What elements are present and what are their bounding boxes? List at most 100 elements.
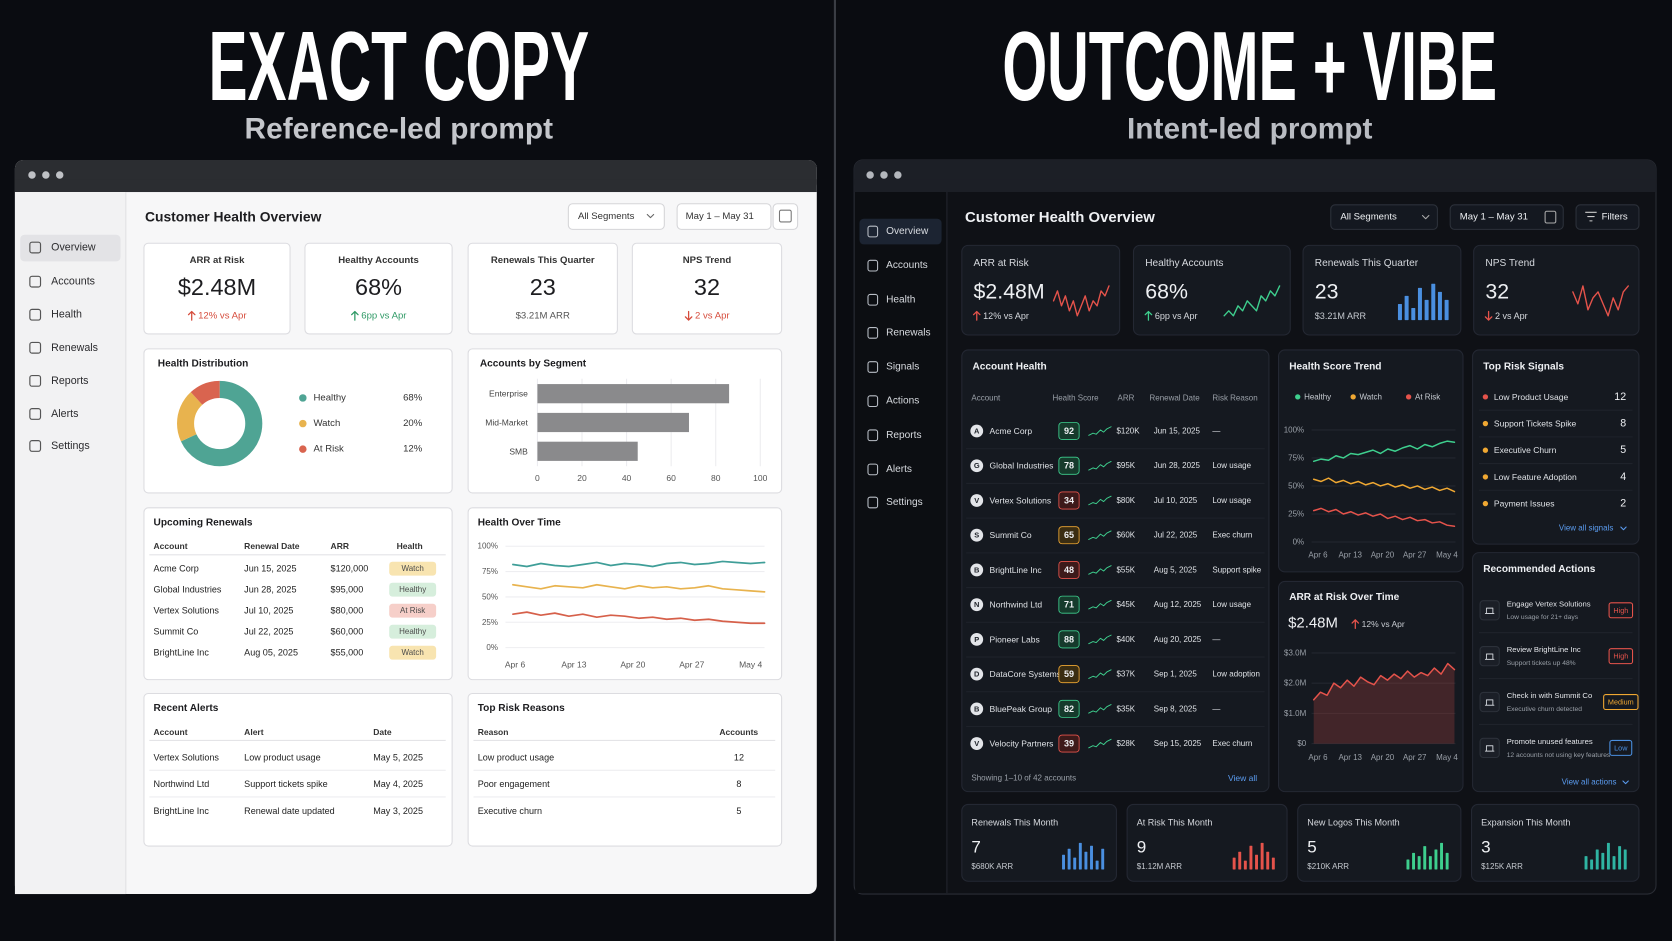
priority-badge-label: Low: [1614, 743, 1628, 752]
account-name: Summit Co: [990, 530, 1032, 540]
priority-badge-label: High: [1613, 606, 1628, 615]
action-icon: [1479, 646, 1500, 667]
legend-dot: [1405, 394, 1412, 400]
score-value: 82: [1064, 704, 1074, 714]
x-tick-label: 60: [666, 473, 676, 483]
table-footer: Showing 1–10 of 42 accounts: [971, 773, 1076, 782]
table-cell: $40K: [1116, 635, 1135, 644]
x-tick-label: Apr 6: [1308, 753, 1328, 762]
y-tick-label: 75%: [1288, 453, 1304, 462]
page-title: Customer Health Overview: [145, 209, 322, 225]
table-cell: $35K: [1116, 704, 1135, 713]
signal-count: 5: [1620, 444, 1626, 456]
y-tick-label: 0%: [1293, 537, 1305, 546]
nav-item: Settings: [886, 497, 923, 508]
spark-bar: [1618, 846, 1622, 870]
date-select: [1449, 204, 1564, 230]
kpi-label: Renewals This Quarter: [1315, 258, 1419, 269]
row-trend-icon: [1088, 704, 1112, 714]
table-cell: Jul 10, 2025: [244, 606, 293, 616]
score-value: 59: [1064, 669, 1074, 679]
panel-title: Health Over Time: [478, 517, 561, 528]
spark-bar: [1271, 857, 1275, 870]
spark-bar: [1406, 859, 1410, 870]
legend-dot: [299, 394, 307, 402]
action-title: Check in with Summit Co: [1507, 691, 1593, 700]
score-value: 65: [1064, 530, 1074, 540]
spark-bar: [1601, 852, 1605, 870]
calendar-icon: [1544, 210, 1557, 224]
kpi-card: [467, 242, 618, 335]
table-cell: Summit Co: [154, 627, 199, 637]
table-cell: Aug 20, 2025: [1154, 635, 1202, 644]
x-tick-label: Apr 20: [1371, 753, 1395, 762]
table-cell: Renewal date updated: [244, 806, 335, 816]
row-trend-icon: [1088, 634, 1112, 645]
score-badge: [1058, 630, 1080, 649]
score-value: 88: [1064, 634, 1074, 644]
nav-icon: [867, 225, 879, 238]
signal-name: Low Feature Adoption: [1494, 472, 1577, 482]
spark-bar: [1423, 846, 1427, 870]
badge-label: Healthy: [399, 627, 426, 636]
legend-value: 12%: [403, 444, 423, 455]
signal-dot: [1482, 500, 1489, 507]
x-tick-label: Apr 20: [620, 660, 645, 670]
panel-title: Accounts by Segment: [480, 358, 587, 369]
legend-label: At Risk: [314, 444, 345, 455]
spark-bar: [1434, 849, 1438, 870]
chevron: [1620, 526, 1627, 531]
avatar: [970, 632, 984, 646]
column-header: Risk Reason: [1212, 393, 1257, 402]
nav-item: Accounts: [886, 260, 928, 271]
priority-badge: [1608, 648, 1634, 665]
spark-bar: [1232, 857, 1236, 870]
table-cell: Poor engagement: [478, 779, 550, 789]
spark-bar: [1404, 295, 1409, 321]
kpi-value: 32: [1485, 279, 1509, 303]
kpi-value: 68%: [355, 274, 402, 300]
table-cell: $60,000: [331, 627, 364, 637]
account-name: BrightLine Inc: [990, 565, 1043, 575]
table-cell: May 3, 2025: [373, 806, 423, 816]
y-tick-label: 100%: [1284, 425, 1304, 434]
x-tick-label: May 4: [1436, 550, 1458, 559]
signal-count: 12: [1614, 391, 1626, 403]
bar: [537, 412, 689, 433]
legend-value: 20%: [403, 418, 423, 429]
avatar-initial: G: [974, 461, 980, 470]
series-line: [1312, 477, 1456, 493]
table-cell: BrightLine Inc: [154, 806, 210, 816]
account-name: Northwind Ltd: [990, 600, 1043, 610]
metric-card: [961, 803, 1117, 882]
badge-label: At Risk: [400, 606, 425, 615]
donut-segment: [177, 380, 263, 467]
score-badge: [1058, 595, 1080, 614]
nav-active: [20, 234, 121, 262]
spark-bar: [1255, 854, 1258, 870]
priority-badge: [1609, 739, 1633, 756]
spark-bar: [1101, 848, 1105, 870]
spark-bar: [1424, 299, 1429, 321]
column-header: Health Score: [1052, 393, 1099, 402]
column-header: Account: [154, 541, 188, 551]
panel: [143, 507, 453, 681]
column-header: Account: [154, 727, 188, 737]
signal-count: 2: [1620, 498, 1626, 510]
nav-icon: [867, 395, 879, 408]
score-badge: [1058, 734, 1080, 753]
spark-bar: [1595, 849, 1599, 870]
table-cell: Acme Corp: [154, 564, 199, 574]
bar: [537, 384, 730, 404]
table-cell: —: [1212, 427, 1220, 436]
spark-bar: [1266, 851, 1270, 870]
column-header: Reason: [478, 727, 509, 737]
panel-title: Recommended Actions: [1483, 564, 1595, 575]
metric-label: At Risk This Month: [1137, 818, 1213, 828]
nav-icon: [867, 327, 879, 339]
y-tick-label: $2.0M: [1284, 679, 1306, 688]
spark-bar: [1445, 852, 1449, 870]
metric-sub: $680K ARR: [971, 862, 1013, 871]
x-tick-label: 100: [753, 473, 767, 483]
kpi-value: 23: [530, 274, 556, 300]
